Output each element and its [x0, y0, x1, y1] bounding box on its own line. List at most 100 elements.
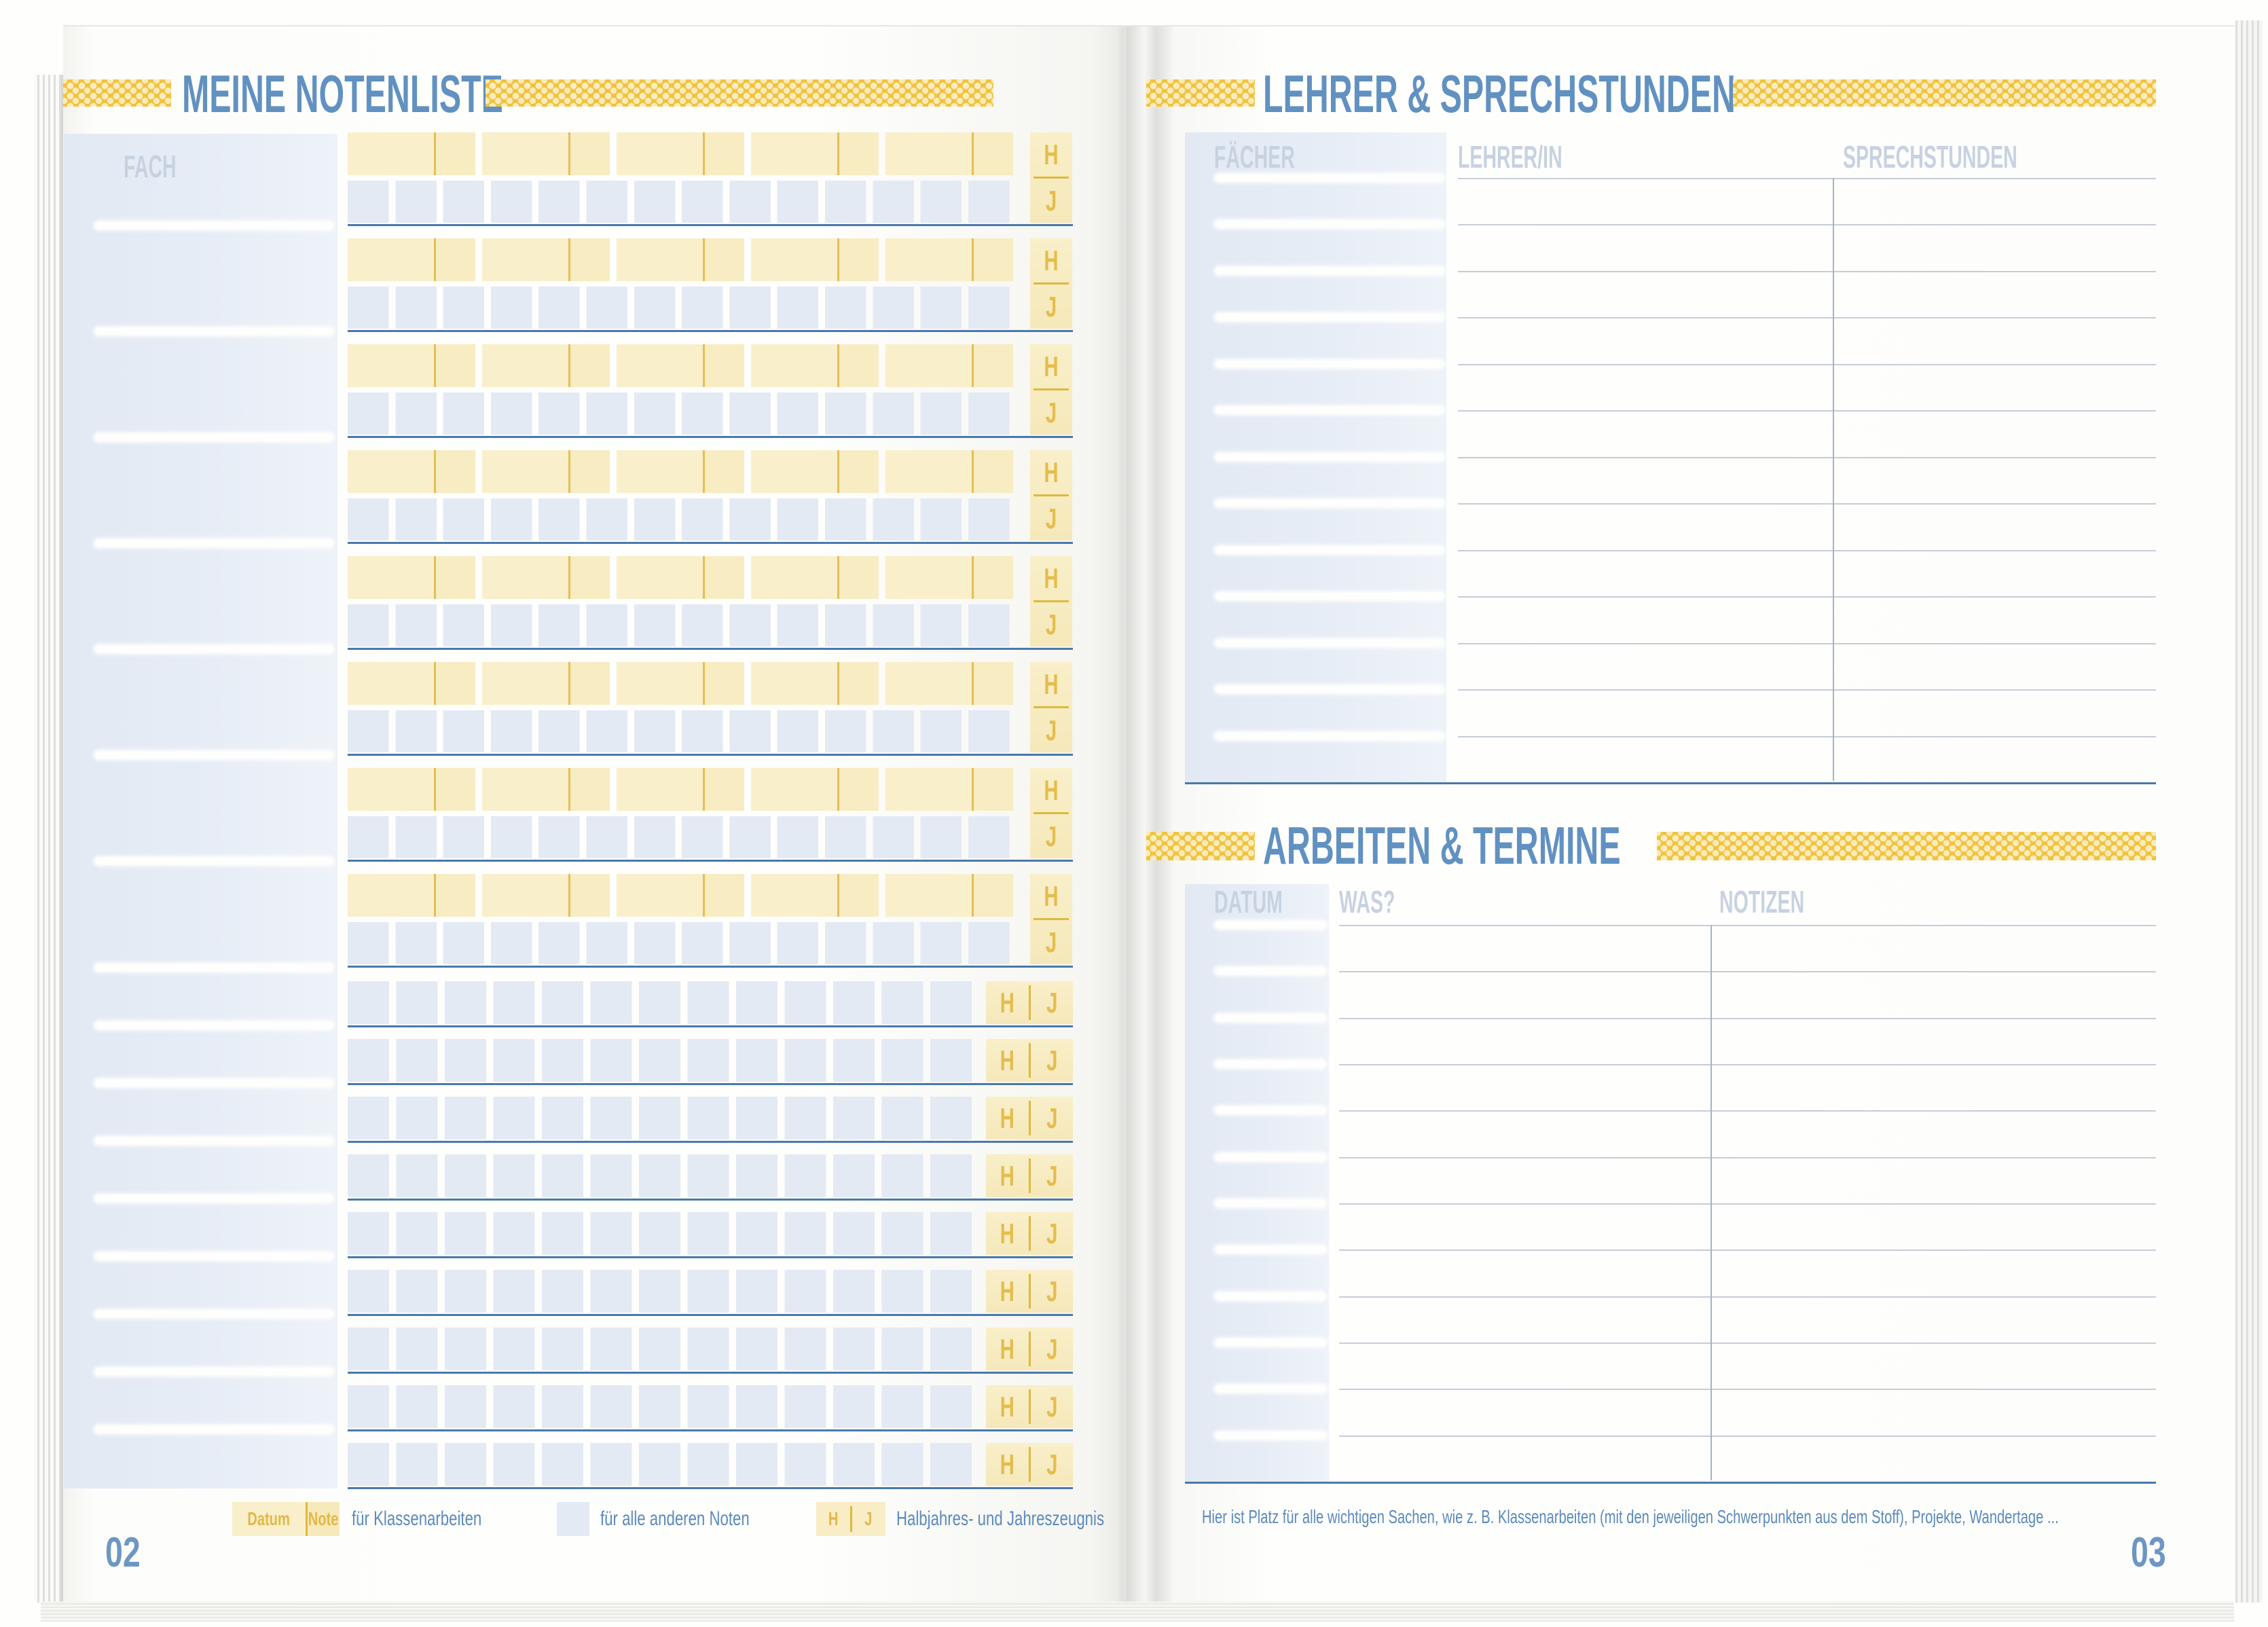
hj-divider	[1028, 1158, 1031, 1193]
legend-datum-cell: Datum	[232, 1502, 306, 1536]
grade-report-letter: H	[1000, 1448, 1014, 1480]
schedule-row-line	[1339, 1157, 2156, 1158]
legend-klassenarbeiten-text: für Klassenarbeiten	[352, 1507, 482, 1530]
hj-divider	[1034, 600, 1069, 602]
grade-report-letter: J	[1046, 1101, 1057, 1134]
fach-row-separator	[95, 1080, 333, 1086]
datum-column	[1185, 884, 1329, 1482]
dotted-tape-left-of-lehrer-title	[1146, 79, 1255, 107]
grade-report-letter: J	[1046, 1332, 1057, 1365]
footer-note: Hier ist Platz für alle wichtigen Sachen…	[1202, 1506, 2059, 1527]
schedule-row-line	[1339, 1342, 2156, 1344]
grade-row-other-notes	[348, 1270, 972, 1313]
schedule-row-line	[1339, 1249, 2156, 1251]
faecher-column-header: FÄCHER	[1214, 139, 1295, 175]
faecher-row-separator	[1215, 407, 1444, 414]
grade-report-letter: J	[1045, 396, 1057, 428]
grade-report-letter: J	[1045, 502, 1057, 534]
hj-divider	[1028, 1447, 1031, 1482]
schedule-row-line	[1339, 1296, 2156, 1298]
was-column-header: WAS?	[1339, 884, 1395, 919]
grade-report-letter: H	[1000, 1044, 1014, 1076]
schedule-row-line	[1339, 971, 2156, 972]
row-underline	[348, 1083, 1073, 1085]
legend-hj-swatch: H J	[816, 1502, 885, 1536]
schedule-row-line	[1339, 1436, 2156, 1437]
datum-row-separator	[1215, 1246, 1325, 1253]
schedule-row-line	[1339, 1064, 2156, 1065]
fach-row-separator	[95, 1253, 333, 1260]
table-bottom-line	[1185, 1482, 2156, 1484]
faecher-row-separator	[1215, 547, 1444, 553]
page-number-right: 03	[2131, 1529, 2166, 1576]
hj-divider	[1028, 1043, 1031, 1078]
teacher-row-line	[1458, 643, 2156, 644]
teacher-row-line	[1458, 271, 2156, 272]
row-underline	[348, 754, 1073, 756]
legend-gold-divider	[849, 1506, 852, 1532]
grade-row-klassenarbeiten	[348, 450, 1013, 493]
fach-row-separator	[95, 752, 333, 758]
datum-column-header: DATUM	[1214, 884, 1283, 919]
grade-report-letter: H	[1044, 138, 1059, 170]
row-underline	[348, 648, 1073, 650]
legend-h-cell: H	[828, 1508, 839, 1529]
faecher-row-separator	[1215, 593, 1444, 600]
row-underline	[348, 224, 1073, 226]
teacher-row-line	[1458, 689, 2156, 691]
fach-row-separator	[95, 328, 333, 335]
grade-report-letter: H	[1000, 1275, 1014, 1307]
grade-row-other-notes	[348, 816, 1010, 858]
hj-divider	[1034, 494, 1069, 496]
schedule-column-divider	[1711, 925, 1712, 1480]
row-underline	[348, 1314, 1073, 1316]
datum-row-separator	[1215, 1293, 1325, 1300]
table-bottom-line	[1185, 782, 2156, 784]
datum-row-separator	[1215, 1385, 1325, 1392]
schedule-row-line	[1339, 1110, 2156, 1112]
schedule-row-line	[1339, 1389, 2156, 1390]
grade-report-letter: H	[1000, 1159, 1014, 1192]
row-underline	[348, 1199, 1073, 1201]
grade-report-letter: H	[1044, 456, 1059, 488]
arbeiten-termine-title: ARBEITEN & TERMINE	[1263, 816, 1621, 875]
legend-andere-noten-text: für alle anderen Noten	[600, 1507, 750, 1530]
row-underline	[348, 436, 1073, 438]
fach-row-separator	[95, 858, 333, 864]
teacher-row-line	[1458, 317, 2156, 318]
sprechstunden-column-header: SPRECHSTUNDEN	[1843, 139, 2017, 175]
datum-row-separator	[1215, 1061, 1325, 1067]
fach-column	[64, 134, 337, 1488]
grade-report-letter: H	[1000, 1101, 1014, 1134]
hj-divider	[1034, 918, 1069, 920]
legend-datum-note-swatch: Datum Note	[232, 1502, 340, 1536]
grade-report-letter: H	[1000, 986, 1014, 1019]
faecher-row-separator	[1215, 500, 1444, 507]
hj-divider	[1034, 706, 1069, 708]
hj-divider	[1034, 388, 1069, 390]
fach-row-separator	[95, 964, 333, 971]
grade-report-letter: J	[1046, 1044, 1057, 1076]
dotted-tape-right-of-notenliste-title	[486, 79, 993, 107]
grade-report-letter: H	[1000, 1332, 1014, 1365]
grade-row-klassenarbeiten	[348, 556, 1013, 599]
fach-row-separator	[95, 1368, 333, 1375]
fach-row-separator	[95, 1195, 333, 1202]
datum-row-separator	[1215, 1200, 1325, 1207]
grade-report-letter: H	[1044, 773, 1059, 806]
faecher-row-separator	[1215, 175, 1444, 181]
row-underline	[348, 330, 1073, 332]
grade-row-klassenarbeiten	[348, 768, 1013, 811]
grade-row-other-notes	[348, 981, 972, 1024]
